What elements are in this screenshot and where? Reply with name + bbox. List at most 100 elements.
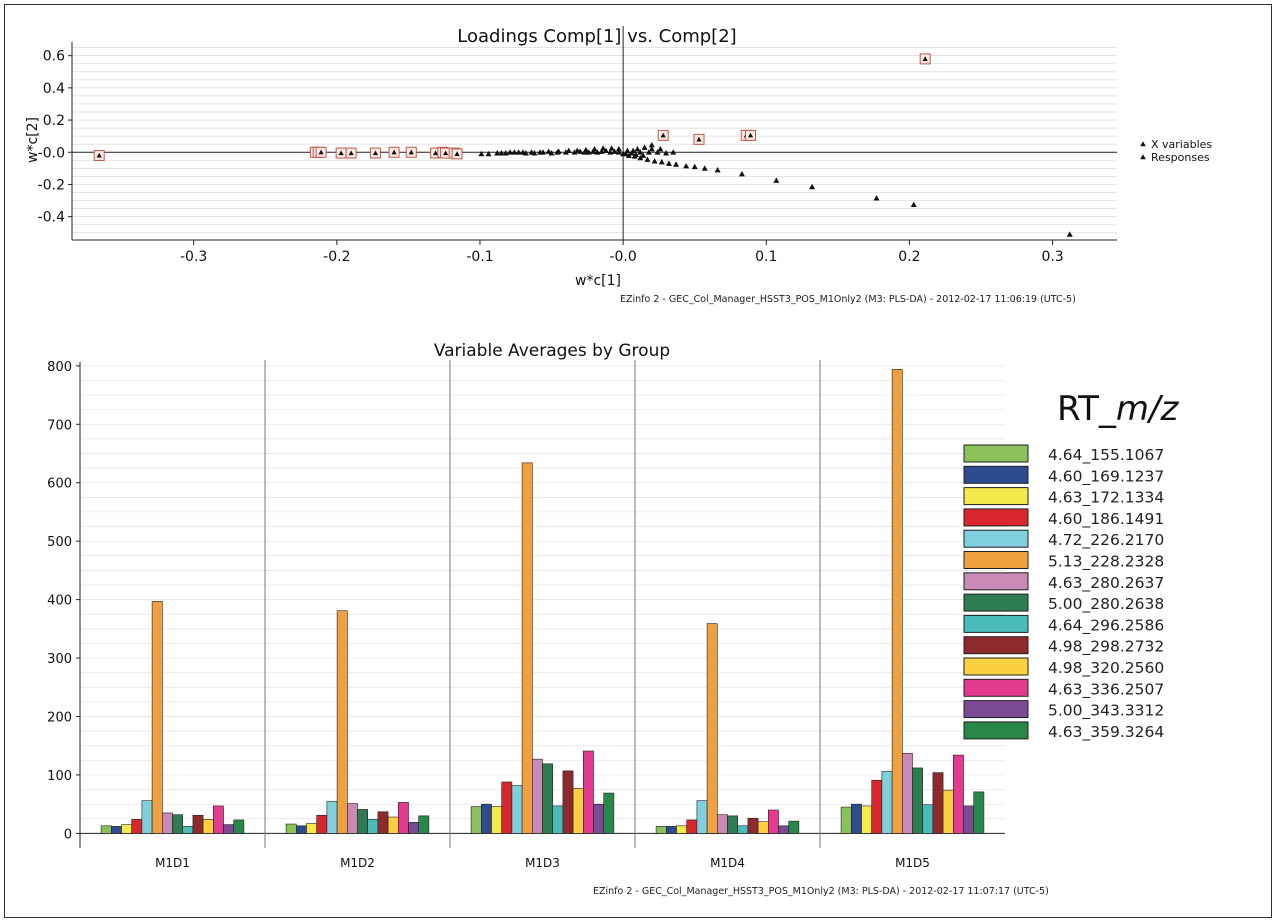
bar-mark <box>346 803 358 834</box>
scatter-point-x-variable <box>910 201 917 207</box>
scatter-point-response <box>660 132 666 138</box>
bar-y-tick-label: 400 <box>47 594 72 609</box>
scatter-point-x-variable <box>615 146 622 152</box>
bar-mark <box>952 754 964 834</box>
bar-mark <box>603 792 615 834</box>
bar-mark <box>747 817 759 834</box>
bar-legend-swatch <box>963 465 1029 484</box>
bar-legend-label: 5.13_228.2328 <box>1048 553 1164 572</box>
bar-category-labels: M1D1 M1D2 M1D3 M1D4 M1D5 <box>155 856 930 870</box>
scatter-point-x-variable <box>809 183 816 190</box>
bar-mark <box>912 767 923 834</box>
bar-mark <box>470 806 482 834</box>
bar-mark <box>973 791 985 834</box>
bar-mark <box>336 610 348 834</box>
variable-averages-bar-chart: Variable Averages by Group 0 100 200 300 400… <box>47 341 1179 897</box>
scatter-point-x-variable <box>633 151 640 158</box>
bar-category-label: M1D4 <box>710 856 745 870</box>
scatter-point-x-variable <box>554 149 561 155</box>
scatter-point-x-variable <box>615 149 622 155</box>
bar-title: Variable Averages by Group <box>434 341 670 361</box>
scatter-legend-label: X variables <box>1151 138 1212 151</box>
scatter-point-x-variable <box>545 148 552 154</box>
bar-mark <box>767 809 779 834</box>
bar-legend-title-italic: m/z <box>1116 389 1180 429</box>
bar-legend-swatch <box>963 593 1029 612</box>
bar-mark <box>285 823 297 834</box>
scatter-point-x-variable <box>641 144 648 150</box>
scatter-point-x-variable <box>683 162 690 169</box>
scatter-x-axis-label: w*c[1] <box>575 273 621 289</box>
bar-legend-swatch <box>963 636 1029 655</box>
scatter-point-response <box>338 150 344 156</box>
bar-mark <box>963 805 974 834</box>
scatter-axes <box>71 26 1117 241</box>
bar-mark <box>223 824 234 834</box>
bar-mark <box>542 763 553 834</box>
bar-legend-swatch <box>963 487 1029 506</box>
scatter-y-tick-label: 0.6 <box>43 49 65 65</box>
scatter-point-x-variable <box>701 165 708 171</box>
scatter-y-tick-label: -0.4 <box>38 210 65 226</box>
scatter-point-x-variable <box>562 149 569 155</box>
bar-legend-title: RT_m/z <box>1057 389 1179 429</box>
scatter-point-x-variable <box>648 142 655 148</box>
bar-legend-label: 4.63_336.2507 <box>1048 680 1164 699</box>
scatter-point-x-variable <box>691 163 698 170</box>
bar-y-tick-label: 600 <box>47 477 72 492</box>
scatter-legend-marker <box>1140 141 1146 147</box>
scatter-footer: EZinfo 2 - GEC_Col_Manager_HSST3_POS_M1O… <box>620 294 1076 305</box>
scatter-point-x-variable <box>670 149 677 155</box>
bar-mark <box>213 805 224 834</box>
scatter-point-x-variable <box>673 161 680 167</box>
bar-legend-swatch <box>963 551 1029 569</box>
bar-legend-label: 4.63_172.1334 <box>1048 489 1164 508</box>
scatter-point-response <box>372 150 379 156</box>
bar-legend-label: 4.72_226.2170 <box>1048 531 1164 550</box>
bar-legend-label: 4.64_296.2586 <box>1048 616 1164 635</box>
scatter-point-response <box>454 151 460 156</box>
scatter-point-response <box>391 149 397 155</box>
scatter-point-x-variable <box>478 150 485 157</box>
scatter-y-tick-label: 0.2 <box>43 113 65 129</box>
bar-mark <box>192 814 204 834</box>
scatter-legend-label: Responses <box>1151 151 1210 164</box>
figure-frame <box>4 4 1272 918</box>
scatter-x-tick-label: -0.1 <box>466 249 493 265</box>
scatter-point-x-variable <box>773 177 780 183</box>
bar-mark <box>593 803 604 834</box>
scatter-point-x-variable <box>622 150 629 157</box>
scatter-point-x-variable <box>598 148 605 154</box>
bar-mark <box>932 772 944 834</box>
scatter-point-x-variable <box>658 158 665 165</box>
bar-category-label: M1D3 <box>525 856 560 870</box>
bar-mark <box>182 826 194 834</box>
scatter-points <box>93 53 1073 237</box>
bar-y-ticks: 0 100 200 300 400 500 600 700 800 <box>47 360 80 842</box>
bar-mark <box>295 825 307 834</box>
bar-legend-swatch <box>963 508 1029 527</box>
scatter-point-x-variable <box>585 149 592 155</box>
scatter-point-x-variable <box>644 156 651 162</box>
scatter-x-ticks: -0.3 -0.2 -0.1 -0.0 0.1 0.2 0.3 <box>180 240 1064 265</box>
scatter-y-axis-label: w*c[2] <box>25 117 41 163</box>
bar-legend-label: 4.98_298.2732 <box>1048 638 1164 657</box>
bar-mark <box>861 805 872 834</box>
bar-mark <box>316 814 328 834</box>
bar-mark <box>696 800 708 834</box>
scatter-y-tick-label: 0.4 <box>43 81 65 97</box>
scatter-point-response <box>318 149 324 155</box>
bar-mark <box>151 601 163 834</box>
scatter-point-x-variable <box>657 146 664 152</box>
scatter-point-x-variable <box>663 150 670 156</box>
bar-legend-swatch <box>963 657 1029 676</box>
bar-mark <box>737 825 749 834</box>
bar-mark <box>306 823 317 834</box>
scatter-point-x-variable <box>637 149 644 155</box>
bar-mark <box>922 804 934 834</box>
bar-mark <box>778 825 789 834</box>
bar-legend-label: 4.98_320.2560 <box>1048 659 1164 678</box>
scatter-point-x-variable <box>611 148 618 154</box>
scatter-x-tick-label: -0.2 <box>323 249 350 265</box>
bar-mark <box>582 750 594 834</box>
